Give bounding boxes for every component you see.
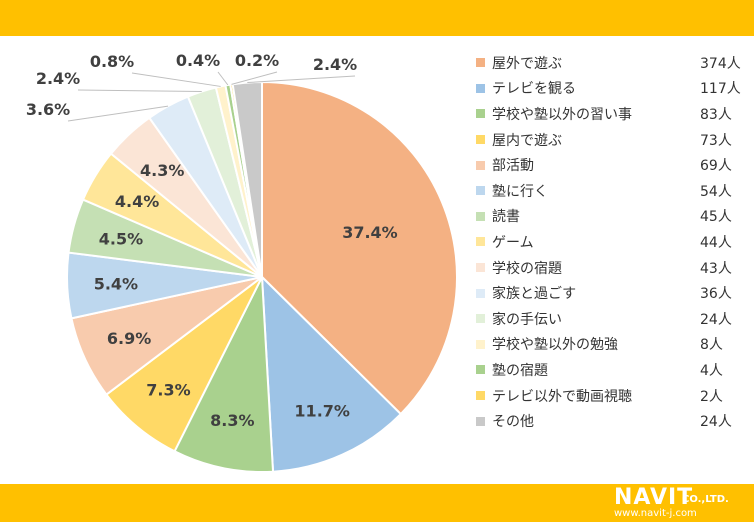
legend-swatch [476, 263, 485, 273]
pie-slice [261, 80, 458, 416]
legend-count: 45人 [700, 209, 732, 226]
percent-label: 0.8% [90, 52, 134, 71]
legend-swatch [476, 391, 485, 401]
leader-line [231, 71, 278, 85]
legend-item: 家の手伝い 24人 [476, 306, 746, 332]
bottom-band [0, 484, 754, 522]
legend-count: 43人 [700, 260, 732, 277]
percent-label: 7.3% [146, 380, 190, 399]
legend-swatch [476, 365, 485, 375]
top-band [0, 0, 754, 36]
legend-item: 屋内で遊ぶ 73人 [476, 127, 746, 153]
percent-label: 8.3% [210, 411, 254, 430]
percent-label: 2.4% [313, 55, 357, 74]
legend-item: 学校や塾以外の勉強 8人 [476, 332, 746, 358]
legend-count: 117人 [700, 81, 741, 98]
legend-count: 54人 [700, 183, 732, 200]
legend-item: テレビを観る 117人 [476, 76, 746, 102]
leader-line [77, 89, 202, 93]
legend-label: 塾の宿題 [492, 362, 548, 379]
percent-label: 4.5% [99, 229, 143, 248]
pie-slices [66, 80, 458, 473]
legend-count: 8人 [700, 337, 723, 354]
percent-label: 0.4% [176, 51, 220, 70]
legend-label: 屋内で遊ぶ [492, 132, 562, 149]
logo-wordmark: NAVIT [614, 485, 694, 510]
legend-label: テレビを観る [492, 81, 576, 98]
percent-label: 0.2% [235, 51, 279, 70]
legend-swatch [476, 416, 485, 426]
legend: 屋外で遊ぶ 374人テレビを観る 117人学校や塾以外の習い事 83人屋内で遊ぶ 73人… [476, 50, 746, 434]
percent-label: 37.4% [342, 223, 398, 242]
legend-label: テレビ以外で動画視聴 [492, 388, 632, 405]
legend-label: 屋外で遊ぶ [492, 55, 562, 72]
legend-swatch [476, 109, 485, 119]
legend-swatch [476, 58, 485, 68]
legend-swatch [476, 288, 485, 298]
legend-count: 83人 [700, 106, 732, 123]
pie-chart: 37.4% 11.7% 8.3% 7.3% 6.9% 5.4% 4.5% 4.4% 4.3% 3.… [26, 51, 458, 473]
legend-item: 屋外で遊ぶ 374人 [476, 50, 746, 76]
legend-swatch [476, 237, 485, 247]
leader-line [67, 105, 169, 122]
legend-item: 塾に行く 54人 [476, 178, 746, 204]
pie-slice [173, 273, 275, 473]
legend-label: 家族と過ごす [492, 286, 577, 303]
legend-swatch [476, 160, 485, 170]
legend-item: テレビ以外で動画視聴 2人 [476, 383, 746, 409]
percent-label: 2.4% [36, 69, 80, 88]
legend-swatch [476, 339, 485, 349]
legend-item: その他 24人 [476, 408, 746, 434]
legend-item: 学校や塾以外の習い事 83人 [476, 101, 746, 127]
legend-label: 学校や塾以外の習い事 [492, 106, 632, 123]
legend-item: ゲーム 44人 [476, 229, 746, 255]
percent-label: 11.7% [294, 401, 350, 420]
legend-label: 家の手伝い [492, 311, 562, 328]
percent-label: 3.6% [26, 100, 70, 119]
legend-label: 読書 [492, 209, 520, 226]
navit-logo: NAVIT CO.,LTD. www.navit-j.com [614, 486, 744, 520]
legend-item: 学校の宿題 43人 [476, 255, 746, 281]
leader-line [247, 75, 356, 84]
legend-label: ゲーム [492, 234, 534, 251]
legend-item: 読書 45人 [476, 204, 746, 230]
legend-label: 学校の宿題 [492, 260, 562, 277]
legend-item: 家族と過ごす 36人 [476, 280, 746, 306]
legend-swatch [476, 83, 485, 93]
legend-count: 4人 [700, 362, 723, 379]
leader-line [131, 72, 221, 87]
legend-count: 2人 [700, 388, 723, 405]
percent-label: 4.3% [140, 161, 184, 180]
legend-swatch [476, 314, 485, 324]
legend-label: 学校や塾以外の勉強 [492, 337, 618, 354]
legend-label: その他 [492, 414, 534, 431]
logo-url: www.navit-j.com [614, 508, 697, 519]
legend-count: 69人 [700, 158, 732, 175]
logo-suffix: CO.,LTD. [682, 494, 729, 505]
legend-swatch [476, 211, 485, 221]
legend-item: 部活動 69人 [476, 152, 746, 178]
percent-label: 6.9% [107, 329, 151, 348]
percent-label: 5.4% [94, 274, 138, 293]
legend-count: 24人 [700, 414, 732, 431]
legend-swatch [476, 135, 485, 145]
percent-label: 4.4% [115, 192, 159, 211]
legend-swatch [476, 186, 485, 196]
legend-item: 塾の宿題 4人 [476, 357, 746, 383]
legend-label: 塾に行く [492, 183, 548, 200]
legend-count: 44人 [700, 234, 732, 251]
pie-slice [260, 274, 403, 473]
leader-line [217, 71, 229, 86]
legend-count: 36人 [700, 286, 732, 303]
legend-count: 73人 [700, 132, 732, 149]
percent-labels: 37.4% 11.7% 8.3% 7.3% 6.9% 5.4% 4.5% 4.4% 4.3% 3.… [26, 51, 398, 430]
legend-label: 部活動 [492, 158, 534, 175]
leader-lines [67, 71, 356, 122]
legend-count: 374人 [700, 55, 741, 72]
legend-count: 24人 [700, 311, 732, 328]
